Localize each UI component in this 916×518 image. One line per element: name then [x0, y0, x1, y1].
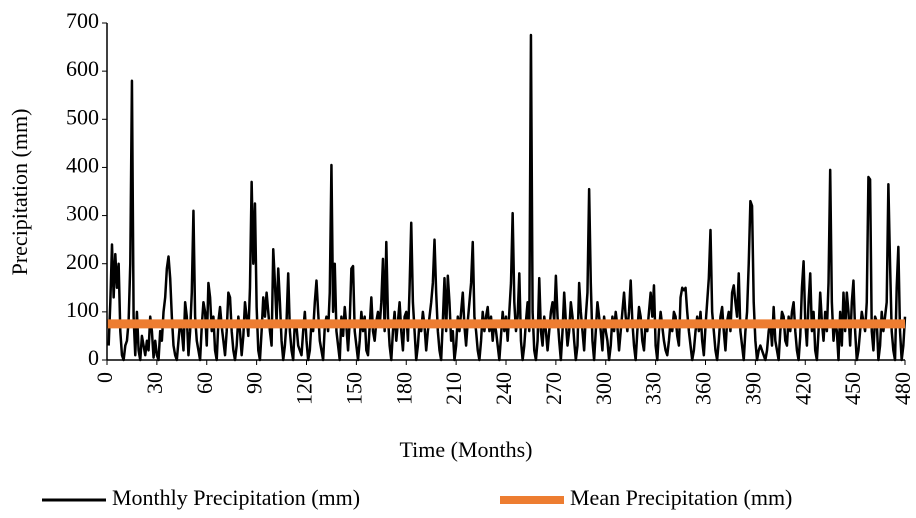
legend-label: Mean Precipitation (mm): [570, 485, 792, 510]
y-tick-label: 0: [88, 345, 99, 370]
data-line: [107, 33, 907, 362]
x-tick-label: 390: [740, 372, 765, 405]
x-tick-label: 60: [192, 372, 217, 394]
x-tick-label: 270: [541, 372, 566, 405]
y-tick-label: 200: [66, 249, 99, 274]
x-tick-label: 420: [790, 372, 815, 405]
y-tick-label: 700: [66, 8, 99, 33]
x-tick-label: 90: [242, 372, 267, 394]
x-tick-label: 480: [890, 372, 915, 405]
y-tick-label: 400: [66, 152, 99, 177]
y-axis-title: Precipitation (mm): [7, 109, 32, 276]
x-tick-label: 360: [691, 372, 716, 405]
y-tick-label: 300: [66, 201, 99, 226]
x-tick-label: 450: [840, 372, 865, 405]
x-tick-label: 240: [491, 372, 516, 405]
legend-label: Monthly Precipitation (mm): [112, 485, 360, 510]
y-tick-label: 600: [66, 56, 99, 81]
y-tick-label: 100: [66, 297, 99, 322]
x-tick-label: 300: [591, 372, 616, 405]
y-tick-label: 500: [66, 104, 99, 129]
x-tick-label: 120: [292, 372, 317, 405]
x-tick-label: 210: [441, 372, 466, 405]
x-tick-label: 180: [391, 372, 416, 405]
x-tick-label: 0: [92, 372, 117, 383]
x-tick-label: 330: [641, 372, 666, 405]
x-tick-label: 30: [142, 372, 167, 394]
x-axis-title: Time (Months): [399, 437, 532, 462]
x-tick-label: 150: [341, 372, 366, 405]
